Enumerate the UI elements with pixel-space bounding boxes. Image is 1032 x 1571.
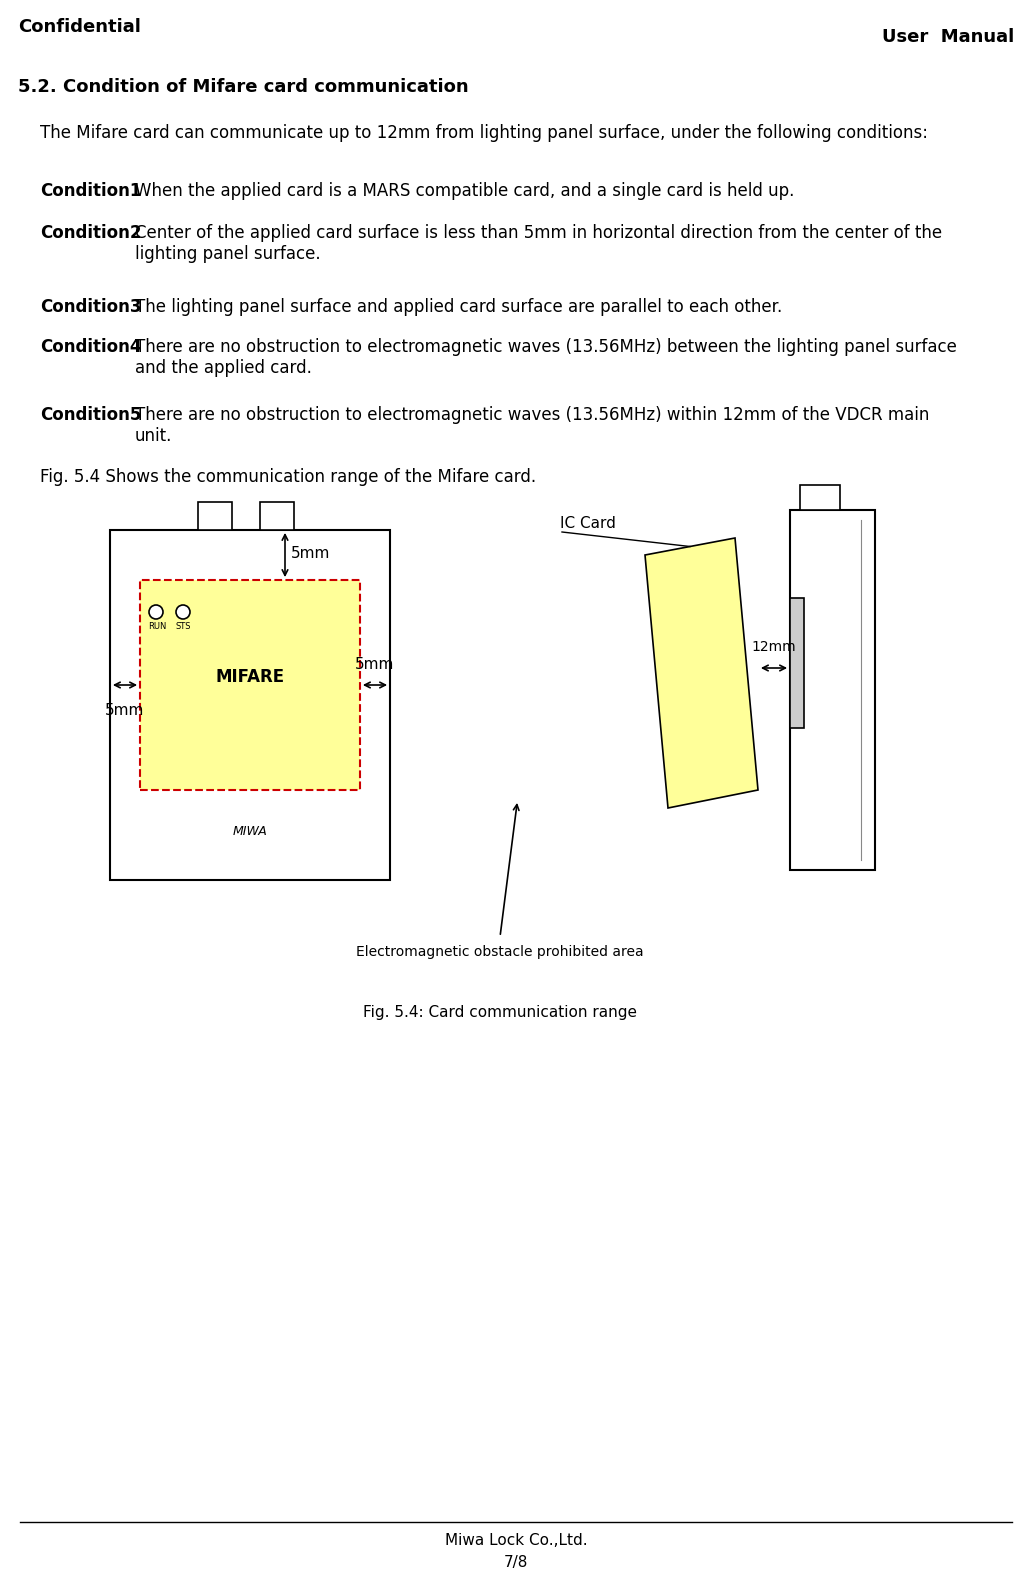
Text: Confidential: Confidential [18, 17, 141, 36]
Circle shape [176, 605, 190, 619]
Bar [800, 485, 840, 511]
Text: Electromagnetic obstacle prohibited area: Electromagnetic obstacle prohibited area [356, 946, 644, 958]
Text: The Mifare card can communicate up to 12mm from lighting panel surface, under th: The Mifare card can communicate up to 12… [40, 124, 928, 141]
Bar [140, 580, 360, 790]
Text: Condition3: Condition3 [40, 298, 141, 316]
Text: 7/8: 7/8 [504, 1555, 528, 1569]
Text: IC Card: IC Card [560, 515, 616, 531]
Text: Condition1: Condition1 [40, 182, 141, 200]
Text: 5mm: 5mm [291, 545, 330, 561]
Bar [260, 503, 294, 529]
Text: Fig. 5.4 Shows the communication range of the Mifare card.: Fig. 5.4 Shows the communication range o… [40, 468, 537, 485]
Text: 5mm: 5mm [105, 702, 144, 718]
Text: STS: STS [175, 622, 191, 632]
Text: Miwa Lock Co.,Ltd.: Miwa Lock Co.,Ltd. [445, 1533, 587, 1547]
Text: Fig. 5.4: Card communication range: Fig. 5.4: Card communication range [363, 1005, 637, 1020]
Text: MIFARE: MIFARE [216, 668, 285, 687]
Text: 5mm: 5mm [355, 657, 394, 672]
Circle shape [149, 605, 163, 619]
Text: There are no obstruction to electromagnetic waves (13.56MHz) within 12mm of the : There are no obstruction to electromagne… [135, 405, 930, 445]
Text: Condition5: Condition5 [40, 405, 141, 424]
Text: When the applied card is a MARS compatible card, and a single card is held up.: When the applied card is a MARS compatib… [135, 182, 795, 200]
Text: Condition4: Condition4 [40, 338, 141, 357]
Text: User  Manual: User Manual [881, 28, 1014, 46]
Bar [198, 503, 232, 529]
Bar [791, 599, 804, 727]
Text: 5.2. Condition of Mifare card communication: 5.2. Condition of Mifare card communicat… [18, 79, 469, 96]
Text: MIWA: MIWA [232, 825, 267, 837]
Text: 12mm: 12mm [751, 639, 797, 654]
Text: Condition2: Condition2 [40, 225, 141, 242]
Polygon shape [645, 537, 757, 807]
Bar [791, 511, 875, 870]
Bar [110, 529, 390, 880]
Text: RUN: RUN [148, 622, 166, 632]
Text: There are no obstruction to electromagnetic waves (13.56MHz) between the lightin: There are no obstruction to electromagne… [135, 338, 957, 377]
Text: Center of the applied card surface is less than 5mm in horizontal direction from: Center of the applied card surface is le… [135, 225, 942, 262]
Text: The lighting panel surface and applied card surface are parallel to each other.: The lighting panel surface and applied c… [135, 298, 782, 316]
